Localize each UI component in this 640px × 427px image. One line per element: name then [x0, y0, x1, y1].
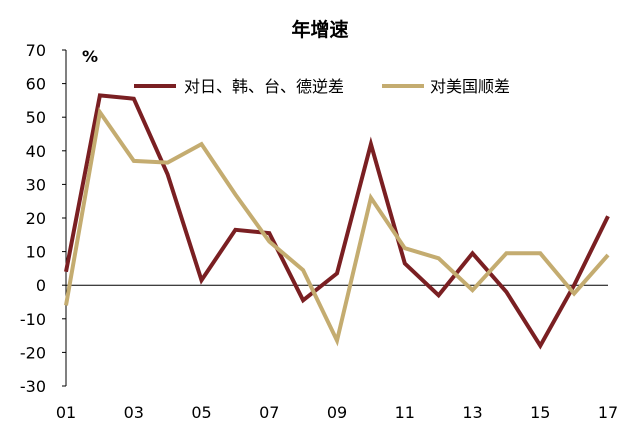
y-tick-label: 60 [26, 75, 46, 94]
y-tick-label: 10 [26, 243, 46, 262]
x-tick-label: 03 [124, 403, 144, 422]
unit-label: % [82, 47, 98, 66]
y-tick-label: -30 [20, 377, 46, 396]
y-tick-label: 20 [26, 209, 46, 228]
y-tick-label: 30 [26, 175, 46, 194]
y-tick-label: 40 [26, 142, 46, 161]
series-line-1 [64, 93, 610, 350]
series-line-2 [64, 107, 610, 347]
chart-title: 年增速 [291, 18, 348, 41]
x-tick-label: 11 [395, 403, 415, 422]
x-tick-label: 17 [598, 403, 618, 422]
x-tick-label: 01 [56, 403, 76, 422]
legend-label-2: 对美国顺差 [430, 77, 510, 96]
x-tick-label: 05 [191, 403, 211, 422]
y-tick-label: -10 [20, 310, 46, 329]
legend-label-1: 对日、韩、台、德逆差 [184, 77, 344, 96]
legend: 对日、韩、台、德逆差 对美国顺差 [134, 77, 510, 96]
x-tick-label: 09 [327, 403, 347, 422]
series-lines [64, 93, 610, 350]
x-tick-label: 13 [462, 403, 482, 422]
y-tick-label: 0 [36, 276, 46, 295]
y-tick-label: 70 [26, 41, 46, 60]
y-tick-labels: 70 60 50 40 30 20 10 0 -10 -20 -30 [20, 41, 66, 396]
x-tick-labels: 01 03 05 07 09 11 13 15 17 [56, 403, 618, 422]
y-tick-label: 50 [26, 108, 46, 127]
y-tick-label: -20 [20, 343, 46, 362]
x-tick-label: 15 [530, 403, 550, 422]
x-tick-label: 07 [259, 403, 279, 422]
